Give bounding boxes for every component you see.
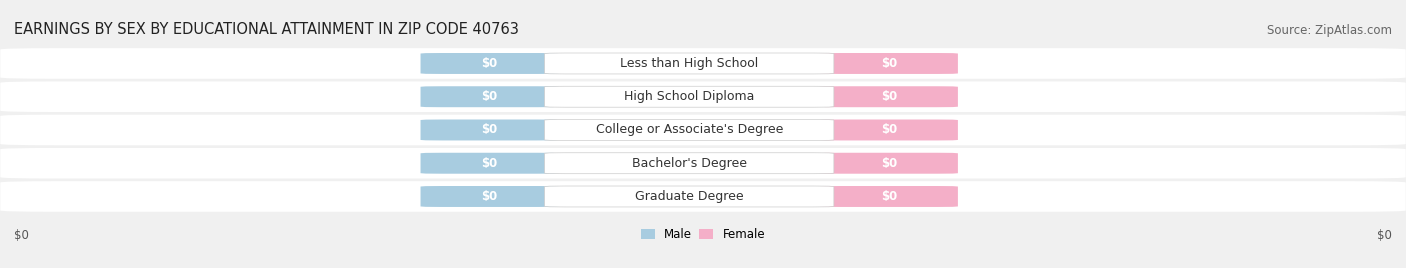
FancyBboxPatch shape [820,153,957,174]
Text: EARNINGS BY SEX BY EDUCATIONAL ATTAINMENT IN ZIP CODE 40763: EARNINGS BY SEX BY EDUCATIONAL ATTAINMEN… [14,22,519,37]
Text: Graduate Degree: Graduate Degree [636,190,744,203]
Text: $0: $0 [14,229,30,242]
FancyBboxPatch shape [420,153,558,174]
Text: $0: $0 [882,90,897,103]
FancyBboxPatch shape [544,153,834,174]
Text: Bachelor's Degree: Bachelor's Degree [631,157,747,170]
FancyBboxPatch shape [820,86,957,107]
FancyBboxPatch shape [0,181,1406,212]
Text: $0: $0 [481,57,498,70]
Text: $0: $0 [481,157,498,170]
FancyBboxPatch shape [420,186,558,207]
Text: College or Associate's Degree: College or Associate's Degree [596,124,783,136]
Text: $0: $0 [481,90,498,103]
FancyBboxPatch shape [544,53,834,74]
FancyBboxPatch shape [0,48,1406,79]
Text: $0: $0 [481,190,498,203]
Text: High School Diploma: High School Diploma [624,90,755,103]
FancyBboxPatch shape [544,186,834,207]
FancyBboxPatch shape [420,53,558,74]
Text: $0: $0 [882,190,897,203]
Text: $0: $0 [481,124,498,136]
Text: $0: $0 [882,157,897,170]
Text: Less than High School: Less than High School [620,57,758,70]
Legend: Male, Female: Male, Female [636,224,770,246]
FancyBboxPatch shape [420,120,558,140]
FancyBboxPatch shape [820,120,957,140]
FancyBboxPatch shape [0,148,1406,178]
FancyBboxPatch shape [0,115,1406,145]
Text: $0: $0 [882,57,897,70]
FancyBboxPatch shape [0,81,1406,112]
FancyBboxPatch shape [420,86,558,107]
FancyBboxPatch shape [544,86,834,107]
FancyBboxPatch shape [820,186,957,207]
Text: $0: $0 [1376,229,1392,242]
Text: Source: ZipAtlas.com: Source: ZipAtlas.com [1267,24,1392,37]
Text: $0: $0 [882,124,897,136]
FancyBboxPatch shape [820,53,957,74]
FancyBboxPatch shape [544,120,834,140]
